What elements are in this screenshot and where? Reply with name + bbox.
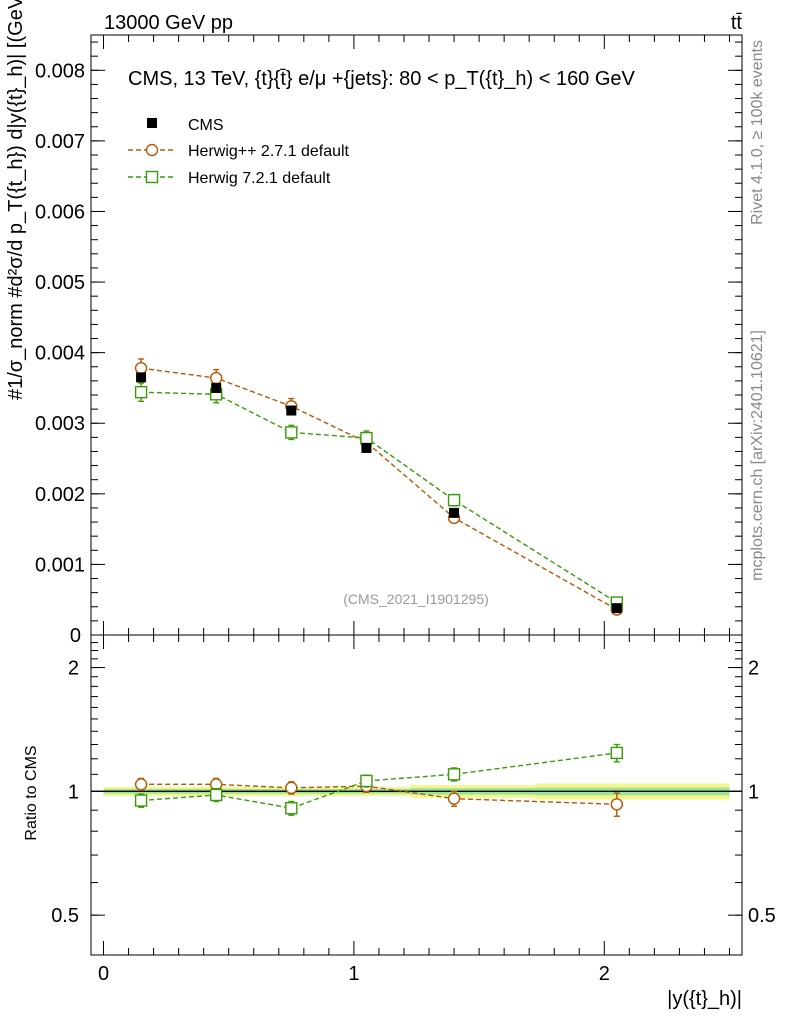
main-series bbox=[134, 358, 624, 616]
ratio-herwigpp-line bbox=[141, 783, 617, 806]
y-tick-label: 0.001 bbox=[35, 554, 85, 576]
herwig7-point bbox=[134, 385, 148, 399]
herwigpp-point bbox=[209, 371, 223, 385]
ratio-herwigpp-point bbox=[447, 792, 461, 805]
analysis-tag: (CMS_2021_I1901295) bbox=[343, 591, 489, 607]
ratio-herwigpp-point bbox=[610, 798, 624, 811]
y-tick-label: 0.007 bbox=[35, 131, 85, 153]
header-left: 13000 GeV pp bbox=[104, 12, 233, 34]
herwigpp-line bbox=[140, 367, 618, 611]
rivet-label: Rivet 4.1.0, ≥ 100k events bbox=[749, 40, 766, 225]
cms-point bbox=[611, 603, 622, 614]
main-axes: 0.001 0.002 0.003 0.004 0.005 0.006 0.007 0.008… bbox=[35, 35, 742, 647]
mcplots-label: mcplots.cern.ch [arXiv:2401.10621] bbox=[749, 330, 766, 581]
y-tick-label: 0.004 bbox=[35, 343, 85, 365]
herwigpp-point bbox=[134, 361, 148, 375]
ratio-herwig7-point bbox=[610, 746, 624, 760]
main-ylabel: #1/σ_norm #d²σ/d p_T({t_h}) d|y({t}_h)| … bbox=[5, 0, 27, 400]
x-tick-label: 2 bbox=[599, 963, 610, 985]
ratio-y-tick-label-right: 1 bbox=[748, 781, 759, 803]
y-tick-label: 0.005 bbox=[35, 272, 85, 294]
cms-point bbox=[449, 507, 460, 518]
y-tick-label: 0.008 bbox=[35, 60, 85, 82]
ratio-herwigpp-point bbox=[134, 778, 148, 791]
cms-point bbox=[286, 405, 297, 416]
x-axis-label: |y({t}_h)| bbox=[667, 988, 742, 1010]
y-tick-label: 0 bbox=[70, 625, 81, 647]
ratio-ylabel: Ratio to CMS bbox=[23, 745, 40, 840]
ratio-herwigpp-point bbox=[285, 781, 298, 795]
legend: CMS Herwig++ 2.7.1 default Herwig 7.2.1 … bbox=[128, 117, 350, 187]
ratio-y-tick-label: 1 bbox=[68, 781, 79, 803]
herwig7-point bbox=[360, 431, 373, 445]
legend-label-herwigpp: Herwig++ 2.7.1 default bbox=[188, 143, 350, 160]
ratio-axes: 0 1 2 0.5 0.5 1 1 2 2 bbox=[51, 635, 776, 985]
ratio-herwig7-point bbox=[447, 768, 461, 781]
cms-point bbox=[136, 372, 147, 383]
herwig7-line bbox=[141, 391, 618, 604]
legend-label-herwig7: Herwig 7.2.1 default bbox=[188, 170, 331, 187]
legend-label-cms: CMS bbox=[188, 117, 224, 134]
plot-title: CMS, 13 TeV, {t}{t̄} e/μ +{jets}: 80 < p… bbox=[128, 68, 636, 90]
herwig7-point bbox=[285, 426, 298, 439]
ratio-herwig7-point bbox=[209, 788, 223, 802]
ratio-y-tick-label: 0.5 bbox=[51, 905, 79, 927]
ratio-herwig7-line bbox=[141, 752, 617, 809]
cms-point bbox=[361, 442, 372, 453]
legend-marker-herwig7 bbox=[145, 170, 159, 184]
ratio-series bbox=[91, 743, 742, 817]
ratio-y-tick-label: 2 bbox=[68, 658, 79, 680]
legend-marker-herwigpp bbox=[145, 143, 159, 157]
ratio-plot-frame bbox=[90, 634, 743, 956]
legend-marker-cms bbox=[147, 118, 157, 128]
ratio-y-tick-label-right: 0.5 bbox=[748, 905, 776, 927]
y-tick-label: 0.006 bbox=[35, 201, 85, 223]
ratio-y-tick-label-right: 2 bbox=[748, 658, 759, 680]
x-tick-label: 1 bbox=[348, 963, 359, 985]
ratio-herwig7-point bbox=[360, 774, 373, 788]
ratio-herwig7-point bbox=[285, 801, 298, 815]
header-right: tt̄ bbox=[731, 12, 743, 34]
cms-point bbox=[211, 382, 222, 393]
x-tick-label: 0 bbox=[98, 963, 109, 985]
herwig7-point bbox=[447, 493, 461, 507]
y-tick-label: 0.003 bbox=[35, 413, 85, 435]
y-tick-label: 0.002 bbox=[35, 484, 85, 506]
ratio-herwig7-point bbox=[134, 794, 148, 807]
